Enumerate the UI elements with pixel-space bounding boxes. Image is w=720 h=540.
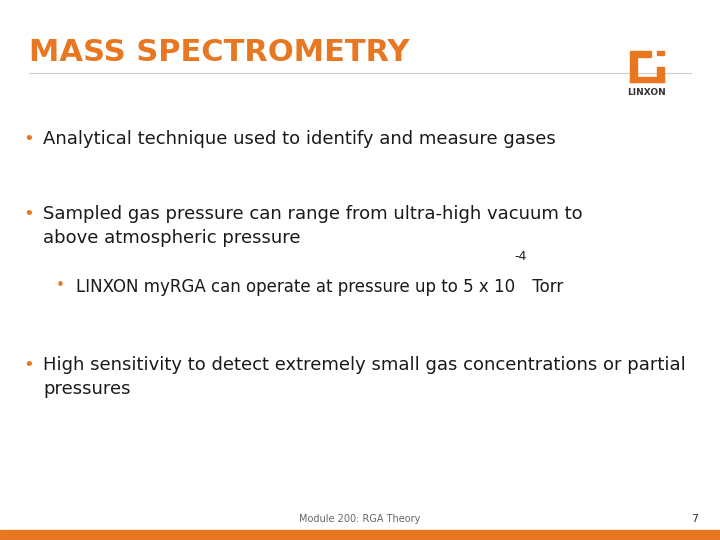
Text: •: • bbox=[55, 278, 64, 293]
Bar bbox=[630, 77, 664, 82]
Bar bbox=[0, 530, 720, 540]
Text: -4: -4 bbox=[515, 250, 527, 263]
Text: LINXON myRGA can operate at pressure up to 5 x 10: LINXON myRGA can operate at pressure up … bbox=[76, 278, 515, 296]
Text: Analytical technique used to identify and measure gases: Analytical technique used to identify an… bbox=[43, 130, 556, 147]
Bar bbox=[657, 66, 664, 82]
Text: MASS SPECTROMETRY: MASS SPECTROMETRY bbox=[29, 38, 409, 67]
Text: Module 200: RGA Theory: Module 200: RGA Theory bbox=[300, 514, 420, 524]
Bar bbox=[630, 51, 651, 57]
Bar bbox=[657, 51, 664, 55]
Text: LINXON: LINXON bbox=[627, 88, 666, 97]
Text: 7: 7 bbox=[691, 514, 698, 524]
Bar bbox=[630, 57, 637, 82]
Text: •: • bbox=[23, 205, 34, 223]
Text: •: • bbox=[23, 356, 34, 374]
Text: •: • bbox=[23, 130, 34, 147]
Text: Torr: Torr bbox=[527, 278, 563, 296]
Text: High sensitivity to detect extremely small gas concentrations or partial
pressur: High sensitivity to detect extremely sma… bbox=[43, 356, 686, 398]
Text: Sampled gas pressure can range from ultra-high vacuum to
above atmospheric press: Sampled gas pressure can range from ultr… bbox=[43, 205, 582, 247]
